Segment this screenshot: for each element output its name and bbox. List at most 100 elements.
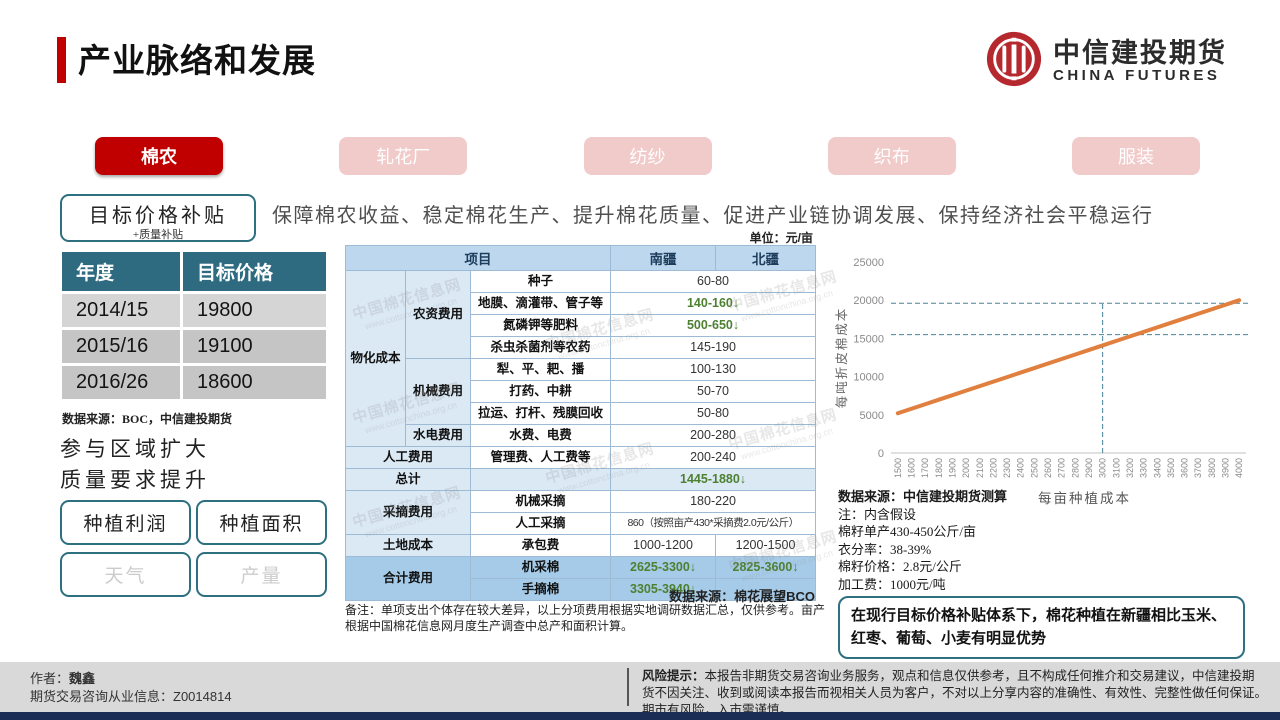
svg-text:1700: 1700 bbox=[920, 458, 930, 478]
title-accent-bar bbox=[57, 37, 66, 83]
svg-text:3600: 3600 bbox=[1180, 458, 1190, 478]
cost-table-header: 南疆 bbox=[610, 245, 717, 271]
svg-text:1500: 1500 bbox=[893, 458, 903, 478]
footer: 作者：魏鑫 期货交易咨询从业信息：Z0014814 风险提示：本报告非期货交易咨… bbox=[0, 662, 1280, 717]
cost-table-row: 采摘费用 机械采摘 180-220 bbox=[345, 490, 817, 535]
svg-text:2400: 2400 bbox=[1016, 458, 1026, 478]
svg-text:每吨折皮棉成本: 每吨折皮棉成本 bbox=[834, 307, 849, 409]
svg-text:3000: 3000 bbox=[1098, 458, 1108, 478]
chart-note-line: 加工费：1000元/吨 bbox=[838, 576, 946, 592]
factor-box-种植利润: 种植利润 bbox=[60, 500, 191, 545]
svg-text:2600: 2600 bbox=[1043, 458, 1053, 478]
cost-line-chart: 0 5000 10000 15000 20000 25000 每吨折皮棉成本 1500 1600… bbox=[833, 252, 1249, 491]
svg-text:2900: 2900 bbox=[1084, 458, 1094, 478]
bottom-navy-strip bbox=[0, 712, 1280, 720]
svg-text:10000: 10000 bbox=[853, 372, 884, 384]
logo-en-text: CHINA FUTURES bbox=[1053, 67, 1221, 85]
chart-note-line: 注：内含假设 bbox=[838, 506, 917, 522]
cost-table-row: 手摘棉 3305-3940↓ — bbox=[346, 578, 817, 601]
chart-note-line: 棉籽单产430-450公斤/亩 bbox=[838, 524, 976, 539]
cost-table-row: 地膜、滴灌带、管子等 140-160↓ bbox=[346, 292, 817, 315]
svg-text:2100: 2100 bbox=[975, 458, 985, 478]
svg-text:3700: 3700 bbox=[1193, 458, 1203, 478]
author-name: 魏鑫 bbox=[69, 671, 96, 686]
cost-table-row: 人工采摘 860（按照亩产430*采摘费2.0元/公斤） bbox=[346, 512, 817, 535]
svg-text:2200: 2200 bbox=[988, 458, 998, 478]
cost-table-row: 总计 1445-1880↓ bbox=[345, 468, 817, 491]
factor-box-天气: 天气 bbox=[60, 552, 191, 597]
svg-text:2300: 2300 bbox=[1002, 458, 1012, 478]
target-price-row: 2016/26 18600 bbox=[62, 366, 326, 399]
cost-table-header: 项目 bbox=[344, 245, 612, 271]
target-price-table: 年度 目标价格 2014/15 19800 2015/16 19100 2016/26 186… bbox=[59, 249, 329, 402]
factor-box-产量: 产量 bbox=[196, 552, 327, 597]
policy-description: 保障棉农收益、稳定棉花生产、提升棉花质量、促进产业链协调发展、保持经济社会平稳运… bbox=[272, 205, 1154, 227]
cost-table-row: 人工费用 管理费、人工费等 200-240 bbox=[345, 446, 817, 469]
conclusion-box: 在现行目标价格补贴体系下，棉花种植在新疆相比玉米、红枣、葡萄、小麦有明显优势 bbox=[838, 596, 1245, 659]
cost-table-row: 机械费用 犁、平、耙、播 100-130 bbox=[346, 358, 817, 425]
svg-text:15000: 15000 bbox=[853, 333, 884, 345]
target-price-source: 数据来源：BOC，中信建投期货 bbox=[62, 412, 233, 426]
svg-text:3900: 3900 bbox=[1221, 458, 1231, 478]
svg-text:3400: 3400 bbox=[1152, 458, 1162, 478]
left-notes: 参与区域扩大 质量要求提升 bbox=[60, 437, 210, 492]
footer-divider bbox=[627, 668, 629, 706]
cost-table-row: 物化成本 农资费用 种子 60-80 bbox=[345, 270, 817, 447]
cost-table-row: 杀虫杀菌剂等农药 145-190 bbox=[346, 336, 817, 359]
target-price-subsidy-box: 目标价格补贴 +质量补贴 bbox=[60, 194, 256, 242]
footer-license: 期货交易咨询从业信息：Z0014814 bbox=[30, 689, 232, 704]
chart-note-line: 衣分率：38-39% bbox=[838, 541, 932, 557]
svg-text:20000: 20000 bbox=[853, 295, 884, 307]
tab-轧花厂[interactable]: 轧花厂 bbox=[339, 137, 468, 175]
tab-棉农[interactable]: 棉农 bbox=[95, 137, 223, 175]
target-price-row: 2014/15 19800 bbox=[62, 294, 326, 327]
svg-text:1800: 1800 bbox=[934, 458, 944, 478]
cost-table-row: 拉运、打杆、残膜回收 50-80 bbox=[346, 402, 817, 425]
cost-table-row: 水电费用 水费、电费 200-280 bbox=[346, 424, 817, 447]
svg-text:3300: 3300 bbox=[1139, 458, 1149, 478]
cost-table-header: 北疆 bbox=[715, 245, 817, 271]
svg-text:3800: 3800 bbox=[1207, 458, 1217, 478]
cost-table-remark: 备注：单项支出个体存在较大差异，以上分项费用根据实地调研数据汇总，仅供参考。亩产… bbox=[345, 603, 826, 633]
policy-box-subtitle: +质量补贴 bbox=[132, 229, 184, 241]
cost-table-row: 氮磷钾等肥料 500-650↓ bbox=[346, 314, 817, 337]
industry-chain-tabs: 棉农 轧花厂 纺纱 织布 服装 bbox=[95, 137, 1200, 175]
svg-text:25000: 25000 bbox=[853, 257, 884, 269]
svg-text:3100: 3100 bbox=[1111, 458, 1121, 478]
policy-box-title: 目标价格补贴 bbox=[89, 205, 227, 227]
tab-纺纱[interactable]: 纺纱 bbox=[583, 137, 712, 175]
page-title: 产业脉络和发展 bbox=[78, 42, 316, 79]
svg-text:0: 0 bbox=[878, 448, 884, 460]
target-price-row: 2015/16 19100 bbox=[62, 330, 326, 363]
target-price-header: 目标价格 bbox=[183, 252, 326, 291]
planting-cost-table: 项目 南疆 北疆 物化成本 农资费用 种子 60-80 地膜、滴灌带、管子等 140-160↓ 氮… bbox=[344, 245, 817, 601]
svg-text:1600: 1600 bbox=[906, 458, 916, 478]
cost-table-row: 土地成本 承包费 1000-1200 1200-1500 bbox=[345, 534, 817, 557]
citic-logo-icon bbox=[985, 30, 1043, 93]
chart-notes: 数据来源：中信建投期货测算 注：内含假设棉籽单产430-450公斤/亩 衣分率：38… bbox=[838, 488, 1007, 593]
svg-text:3500: 3500 bbox=[1166, 458, 1176, 478]
chart-x-axis-title: 每亩种植成本 bbox=[1038, 491, 1131, 506]
chart-note-line: 棉籽价格：2.8元/公斤 bbox=[838, 559, 962, 574]
tab-服装[interactable]: 服装 bbox=[1072, 137, 1200, 175]
cost-table-source: 数据来源：棉花展望BCO bbox=[669, 589, 815, 604]
company-logo: 中信建投期货 CHINA FUTURES bbox=[985, 30, 1227, 93]
tab-织布[interactable]: 织布 bbox=[827, 137, 956, 175]
unit-label: 单位：元/亩 bbox=[749, 231, 813, 245]
footer-author: 作者：魏鑫 期货交易咨询从业信息：Z0014814 bbox=[30, 671, 232, 704]
svg-text:2700: 2700 bbox=[1057, 458, 1067, 478]
svg-text:2500: 2500 bbox=[1029, 458, 1039, 478]
chart-note-line: 数据来源：中信建投期货测算 bbox=[838, 489, 1008, 504]
svg-text:3200: 3200 bbox=[1125, 458, 1135, 478]
svg-text:4000: 4000 bbox=[1234, 458, 1244, 478]
logo-cn-text: 中信建投期货 bbox=[1053, 37, 1227, 68]
svg-text:5000: 5000 bbox=[860, 410, 884, 422]
svg-text:2800: 2800 bbox=[1070, 458, 1080, 478]
cost-table-row: 合计费用 机采棉 2625-3300↓ 2825-3600↓ bbox=[345, 556, 817, 601]
factor-box-种植面积: 种植面积 bbox=[196, 500, 327, 545]
svg-text:1900: 1900 bbox=[947, 458, 957, 478]
cost-table-row: 打药、中耕 50-70 bbox=[346, 380, 817, 403]
svg-text:2000: 2000 bbox=[961, 458, 971, 478]
target-price-header: 年度 bbox=[62, 252, 180, 291]
